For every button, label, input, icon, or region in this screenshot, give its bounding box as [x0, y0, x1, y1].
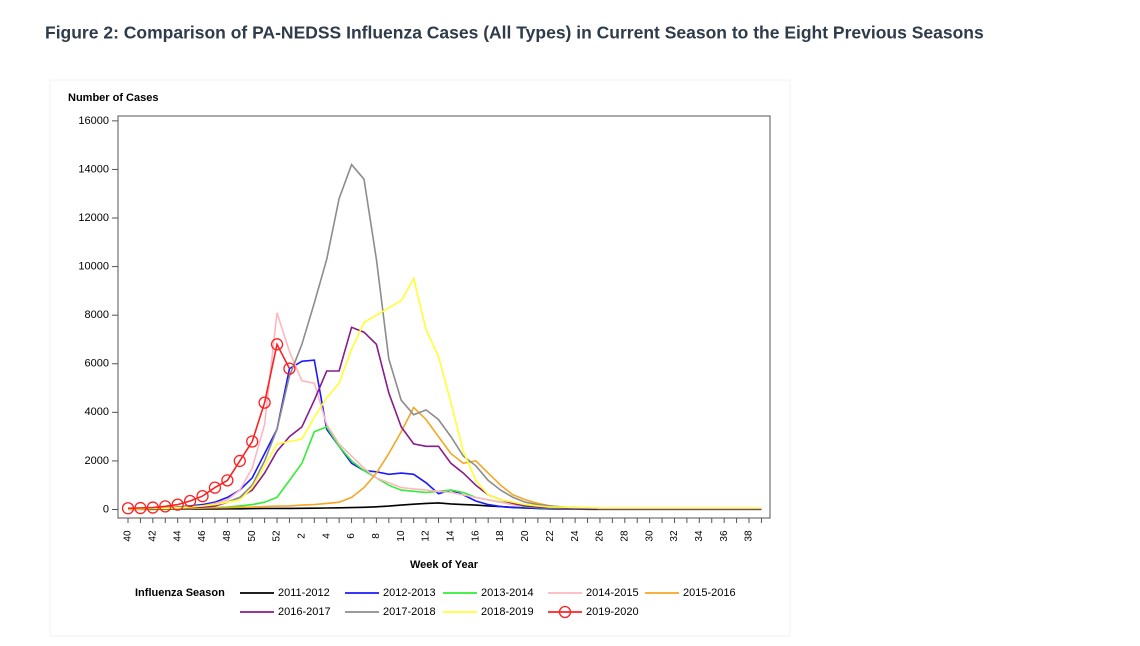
chart-frame: [49, 79, 791, 637]
x-tick-label: 46: [197, 530, 208, 542]
series-marker: [246, 435, 259, 448]
x-tick-label: 44: [172, 530, 183, 542]
x-tick-label: 32: [669, 530, 680, 542]
series-marker: [258, 396, 271, 409]
legend-marker: [558, 605, 572, 619]
x-tick-label: 14: [446, 530, 457, 542]
x-tick-label: 12: [421, 530, 432, 542]
y-axis-label: Number of Cases: [68, 92, 158, 104]
y-tick-label: 6000: [85, 358, 109, 370]
series-marker: [233, 454, 246, 468]
series-marker: [146, 501, 159, 514]
x-tick-label: 36: [719, 530, 730, 542]
legend-label: 2013-2014: [481, 587, 534, 599]
x-tick-label: 40: [123, 530, 134, 542]
x-tick-label: 52: [272, 530, 283, 542]
x-tick-label: 8: [371, 533, 382, 539]
y-tick-label: 12000: [78, 212, 109, 224]
x-tick-label: 48: [222, 530, 233, 542]
legend-label: 2011-2012: [278, 587, 330, 599]
x-axis-label: Week of Year: [410, 559, 479, 571]
series-marker: [221, 474, 234, 487]
x-tick-label: 24: [570, 530, 581, 542]
plot-border: [117, 115, 771, 519]
x-tick-label: 16: [470, 530, 481, 542]
series-marker: [208, 481, 222, 494]
series-marker: [171, 498, 184, 511]
x-tick-label: 18: [495, 530, 506, 542]
y-tick-label: 4000: [85, 406, 109, 418]
x-tick-label: 34: [694, 530, 705, 542]
series-marker: [134, 501, 147, 515]
x-tick-label: 2: [297, 533, 308, 539]
x-tick-label: 20: [520, 530, 531, 542]
x-tick-label: 28: [619, 530, 630, 542]
y-tick-label: 10000: [78, 261, 109, 273]
y-tick-label: 0: [103, 503, 109, 515]
legend-label: 2019-2020: [586, 606, 639, 618]
x-tick-label: 50: [247, 530, 258, 542]
x-tick-label: 26: [595, 530, 606, 542]
series-line: [127, 276, 762, 510]
legend-label: 2015-2016: [683, 587, 736, 599]
legend-label: 2016-2017: [278, 606, 331, 618]
legend-label: 2014-2015: [586, 587, 639, 599]
legend-label: 2012-2013: [383, 587, 436, 599]
x-tick-label: 30: [644, 530, 655, 542]
y-tick-label: 14000: [78, 163, 109, 175]
x-tick-label: 38: [744, 530, 755, 542]
y-tick-label: 16000: [78, 115, 109, 127]
legend-label: 2017-2018: [383, 606, 436, 618]
x-tick-label: 22: [545, 530, 556, 542]
legend-label: 2018-2019: [481, 606, 534, 618]
x-tick-label: 10: [396, 530, 407, 542]
series-marker: [283, 362, 296, 375]
y-tick-label: 8000: [85, 309, 109, 321]
series-marker: [121, 502, 135, 515]
series-marker: [270, 338, 284, 351]
series-marker: [159, 500, 172, 513]
y-tick-label: 2000: [85, 455, 109, 467]
x-tick-label: 6: [346, 533, 357, 539]
series-marker: [183, 494, 197, 508]
x-tick-label: 4: [321, 533, 332, 539]
legend-title: Influenza Season: [135, 587, 225, 599]
series-marker: [196, 489, 209, 503]
series-line: [127, 341, 291, 510]
figure-title: Figure 2: Comparison of PA-NEDSS Influen…: [45, 23, 984, 43]
x-tick-label: 42: [147, 530, 158, 542]
